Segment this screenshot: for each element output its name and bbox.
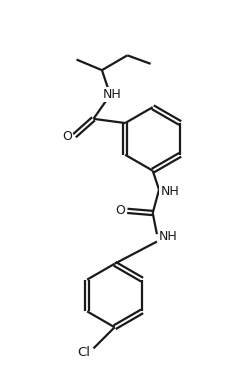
Text: Cl: Cl xyxy=(77,346,90,359)
Text: NH: NH xyxy=(159,230,178,243)
Text: NH: NH xyxy=(160,185,179,199)
Text: O: O xyxy=(62,130,72,143)
Text: O: O xyxy=(115,204,125,217)
Text: NH: NH xyxy=(103,88,122,101)
